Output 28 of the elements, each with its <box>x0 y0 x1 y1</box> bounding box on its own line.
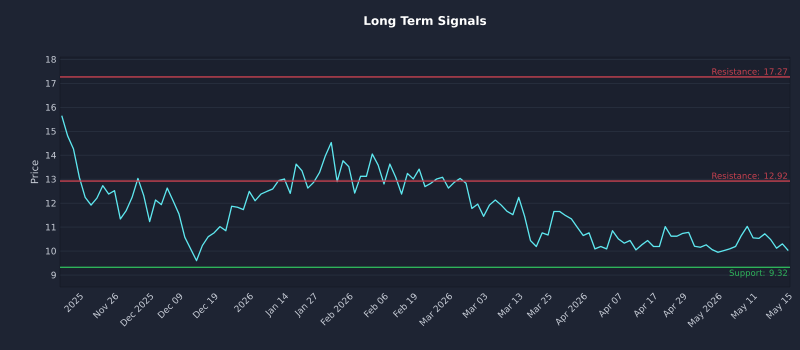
x-tick-label: Feb 06 <box>364 292 388 318</box>
x-tick-label: Apr 17 <box>634 292 656 318</box>
x-tick-label: Mar 25 <box>526 292 552 318</box>
y-tick-label: 10 <box>46 248 56 254</box>
y-tick-label: 9 <box>51 272 56 278</box>
y-tick-label: 15 <box>46 128 56 135</box>
y-tick-label: 14 <box>46 152 56 158</box>
x-tick-label: Mar 03 <box>462 293 488 318</box>
y-tick-label: 13 <box>46 176 56 183</box>
x-tick-label: Feb 19 <box>392 294 417 318</box>
x-tick-label: Jan 14 <box>265 292 288 318</box>
y-axis-title: Price <box>30 160 38 184</box>
y-tick-label: 12 <box>46 200 56 206</box>
x-tick-label: Jan 27 <box>294 292 316 318</box>
chart-title: Long Term Signals <box>364 16 486 28</box>
y-tick-label: 18 <box>46 56 56 63</box>
ref-line-label: Resistance: 17.27 <box>712 68 788 75</box>
y-tick-label: 17 <box>46 80 56 87</box>
x-tick-label: Dec 09 <box>157 293 182 318</box>
x-tick-label: Nov 26 <box>92 292 118 319</box>
y-tick-label: 11 <box>46 224 56 230</box>
x-tick-label: Dec 19 <box>192 293 218 318</box>
ref-line-label: Resistance: 12.92 <box>712 172 787 179</box>
x-tick-label: Apr 29 <box>664 293 686 318</box>
x-tick-label: Apr 07 <box>599 292 621 318</box>
x-tick-label: Mar 13 <box>497 293 522 318</box>
y-tick-label: 16 <box>46 104 56 111</box>
ref-line-label: Support: 9.32 <box>730 270 787 278</box>
